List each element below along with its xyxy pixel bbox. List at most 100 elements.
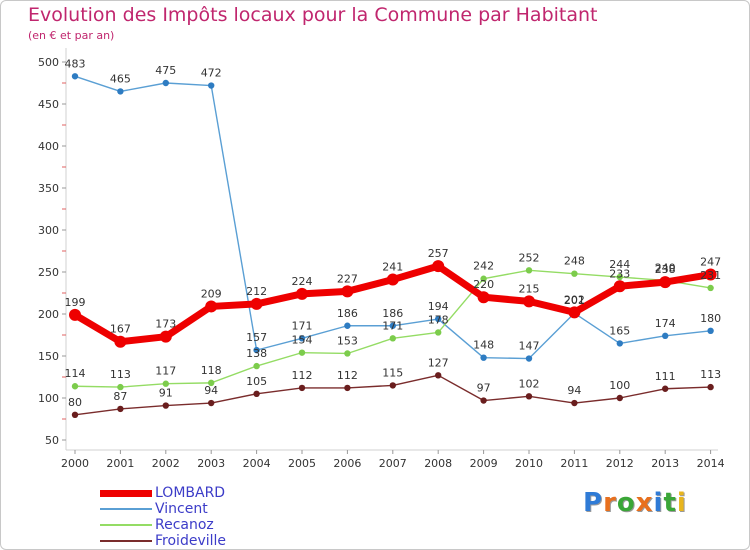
y-tick-label: 150: [38, 350, 59, 363]
data-label-froideville: 127: [428, 356, 449, 369]
series-point-froideville: [344, 384, 351, 392]
series-point-froideville: [208, 399, 215, 407]
x-tick-label: 2006: [333, 457, 361, 470]
series-point-recanoz: [162, 380, 169, 387]
data-label-recanoz: 118: [201, 364, 222, 377]
data-label-lombard: 241: [382, 261, 403, 274]
series-point-lombard: [432, 260, 445, 273]
data-label-recanoz: 153: [337, 334, 358, 347]
series-point-froideville: [162, 402, 169, 409]
series-point-vincent: [253, 346, 260, 354]
data-label-recanoz: 117: [155, 365, 176, 378]
x-tick-label: 2001: [106, 457, 134, 470]
data-label-froideville: 94: [567, 384, 581, 397]
data-label-vincent: 186: [337, 307, 358, 320]
data-label-recanoz: 171: [382, 319, 403, 332]
series-point-froideville: [253, 390, 260, 397]
y-tick-label: 100: [38, 392, 59, 405]
series-point-lombard: [659, 276, 672, 289]
series-point-vincent: [389, 322, 396, 329]
x-tick-label: 2000: [61, 457, 89, 470]
data-label-lombard: 257: [428, 247, 449, 260]
data-label-lombard: 224: [292, 275, 313, 288]
data-label-froideville: 112: [292, 369, 313, 382]
data-label-recanoz: 154: [292, 334, 313, 347]
series-point-recanoz: [298, 349, 306, 356]
data-label-lombard: 233: [609, 267, 630, 280]
legend-swatch: [100, 489, 152, 497]
series-point-lombard: [205, 300, 218, 313]
data-label-froideville: 94: [204, 384, 218, 397]
series-point-lombard: [69, 308, 81, 321]
series-point-vincent: [298, 335, 306, 342]
logo-letter: o: [616, 488, 636, 518]
series-point-vincent: [208, 82, 215, 89]
data-label-froideville: 91: [159, 387, 173, 400]
y-tick-label: 350: [38, 182, 59, 195]
data-label-vincent: 201: [564, 294, 585, 307]
data-label-recanoz: 113: [110, 368, 131, 381]
series-point-lombard: [250, 297, 263, 310]
data-label-froideville: 105: [246, 375, 267, 388]
data-label-vincent: 147: [519, 340, 540, 353]
series-point-lombard: [159, 330, 172, 343]
data-label-froideville: 87: [113, 390, 127, 403]
x-tick-label: 2010: [515, 457, 543, 470]
series-point-recanoz: [117, 383, 124, 391]
series-point-froideville: [525, 393, 533, 400]
data-label-froideville: 102: [519, 377, 540, 390]
y-tick-label: 450: [38, 98, 59, 111]
y-tick-label: 50: [45, 434, 59, 447]
data-label-recanoz: 231: [700, 269, 721, 282]
data-label-lombard: 227: [337, 272, 358, 285]
legend-item-froideville: Froideville: [100, 533, 226, 549]
data-label-lombard: 220: [473, 278, 494, 291]
data-label-recanoz: 178: [428, 313, 449, 326]
data-label-lombard: 173: [155, 318, 176, 331]
series-point-froideville: [480, 397, 487, 404]
series-point-vincent: [707, 327, 714, 334]
legend-item-lombard: LOMBARD: [100, 485, 226, 501]
x-tick-label: 2004: [243, 457, 271, 470]
x-tick-label: 2007: [379, 457, 407, 470]
legend-swatch: [100, 540, 152, 542]
series-point-froideville: [571, 399, 578, 407]
data-label-vincent: 475: [155, 64, 176, 77]
legend-item-vincent: Vincent: [100, 501, 226, 517]
data-label-lombard: 238: [655, 263, 676, 276]
logo-letter: i: [653, 488, 664, 518]
legend-label: Froideville: [155, 533, 227, 549]
y-tick-label: 250: [38, 266, 59, 279]
series-point-vincent: [616, 340, 623, 347]
series-point-lombard: [386, 273, 399, 286]
series-point-recanoz: [208, 379, 215, 387]
series-point-recanoz: [71, 383, 79, 390]
series-point-recanoz: [435, 329, 442, 336]
data-label-vincent: 194: [428, 300, 449, 313]
series-point-lombard: [704, 268, 717, 281]
series-point-recanoz: [616, 273, 623, 281]
data-label-lombard: 202: [564, 293, 585, 306]
data-label-froideville: 112: [337, 369, 358, 382]
logo-letter: P: [583, 488, 604, 518]
series-point-lombard: [613, 280, 626, 293]
logo-letter: x: [635, 488, 654, 518]
series-point-lombard: [477, 291, 490, 304]
series-point-froideville: [616, 394, 623, 402]
y-tick-label: 400: [38, 140, 59, 153]
chart-subtitle: (en € et par an): [28, 29, 115, 42]
data-label-vincent: 483: [65, 57, 86, 70]
data-label-lombard: 209: [201, 287, 222, 300]
x-tick-label: 2012: [606, 457, 634, 470]
series-point-froideville: [71, 411, 79, 418]
data-label-vincent: 174: [655, 317, 676, 330]
series-point-froideville: [389, 382, 396, 389]
series-point-lombard: [114, 335, 127, 348]
series-point-vincent: [117, 88, 124, 95]
legend-label: Recanoz: [155, 517, 214, 533]
x-tick-label: 2002: [152, 457, 180, 470]
x-tick-label: 2005: [288, 457, 316, 470]
series-point-froideville: [117, 405, 124, 413]
